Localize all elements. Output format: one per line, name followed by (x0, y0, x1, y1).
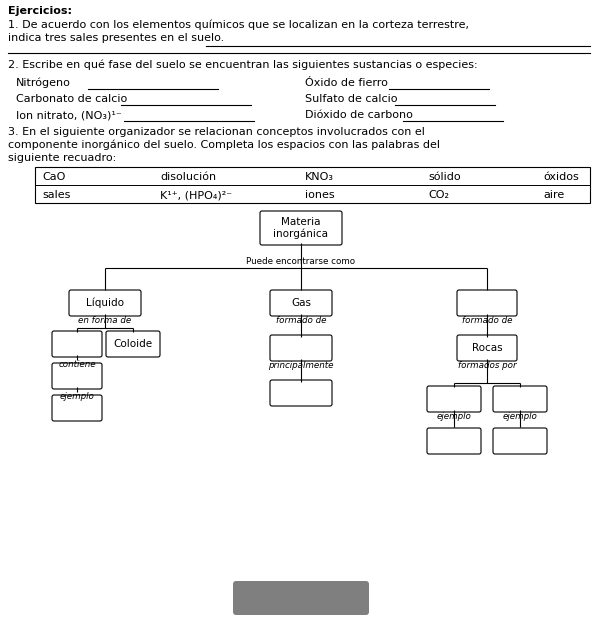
FancyBboxPatch shape (260, 211, 342, 245)
Text: CaO: CaO (42, 172, 66, 182)
Text: Ion nitrato, (NO₃)¹⁻: Ion nitrato, (NO₃)¹⁻ (16, 110, 122, 120)
Text: sales: sales (42, 190, 70, 200)
Text: ejemplo: ejemplo (60, 392, 95, 401)
Text: Coloide: Coloide (113, 339, 152, 349)
FancyBboxPatch shape (493, 386, 547, 412)
Text: siguiente recuadro:: siguiente recuadro: (8, 153, 116, 163)
Text: Carbonato de calcio: Carbonato de calcio (16, 94, 127, 104)
Text: Dióxido de carbono: Dióxido de carbono (305, 110, 413, 120)
Text: KNO₃: KNO₃ (305, 172, 334, 182)
Text: CO₂: CO₂ (428, 190, 449, 200)
FancyBboxPatch shape (427, 428, 481, 454)
Text: 3. En el siguiente organizador se relacionan conceptos involucrados con el: 3. En el siguiente organizador se relaci… (8, 127, 425, 137)
Text: Materia
inorgánica: Materia inorgánica (273, 217, 329, 239)
FancyBboxPatch shape (233, 581, 369, 615)
Text: Óxido de fierro: Óxido de fierro (305, 78, 388, 88)
FancyBboxPatch shape (270, 290, 332, 316)
FancyBboxPatch shape (493, 428, 547, 454)
Text: ejemplo: ejemplo (503, 412, 538, 421)
Text: contiene: contiene (58, 360, 96, 369)
FancyBboxPatch shape (457, 335, 517, 361)
Text: Puede encontrarse como: Puede encontrarse como (246, 257, 356, 266)
Text: K¹⁺, (HPO₄)²⁻: K¹⁺, (HPO₄)²⁻ (160, 190, 232, 200)
Text: Gas: Gas (291, 298, 311, 308)
Text: óxidos: óxidos (543, 172, 579, 182)
Text: indica tres sales presentes en el suelo.: indica tres sales presentes en el suelo. (8, 33, 225, 43)
FancyBboxPatch shape (52, 395, 102, 421)
FancyBboxPatch shape (106, 331, 160, 357)
Text: formados por: formados por (458, 361, 517, 370)
Text: Rocas: Rocas (472, 343, 502, 353)
Text: componente inorgánico del suelo. Completa los espacios con las palabras del: componente inorgánico del suelo. Complet… (8, 140, 440, 151)
FancyBboxPatch shape (69, 290, 141, 316)
Text: disolución: disolución (160, 172, 216, 182)
Text: aire: aire (543, 190, 564, 200)
Text: Sulfato de calcio: Sulfato de calcio (305, 94, 397, 104)
FancyBboxPatch shape (270, 380, 332, 406)
FancyBboxPatch shape (457, 290, 517, 316)
FancyBboxPatch shape (52, 331, 102, 357)
FancyBboxPatch shape (427, 386, 481, 412)
Text: iones: iones (305, 190, 335, 200)
Text: sólido: sólido (428, 172, 461, 182)
Text: 2. Escribe en qué fase del suelo se encuentran las siguientes sustancias o espec: 2. Escribe en qué fase del suelo se encu… (8, 60, 477, 71)
Text: Ejercicios:: Ejercicios: (8, 6, 72, 16)
Text: en forma de: en forma de (78, 316, 132, 325)
Text: ejemplo: ejemplo (436, 412, 471, 421)
Text: Líquido: Líquido (86, 298, 124, 308)
FancyBboxPatch shape (52, 363, 102, 389)
Bar (35, 167, 590, 203)
FancyBboxPatch shape (270, 335, 332, 361)
Text: Nitrógeno: Nitrógeno (16, 78, 71, 89)
Text: formado de: formado de (462, 316, 512, 325)
Text: principalmente: principalmente (268, 361, 334, 370)
Text: 1. De acuerdo con los elementos químicos que se localizan en la corteza terrestr: 1. De acuerdo con los elementos químicos… (8, 20, 469, 30)
Text: formado de: formado de (276, 316, 326, 325)
